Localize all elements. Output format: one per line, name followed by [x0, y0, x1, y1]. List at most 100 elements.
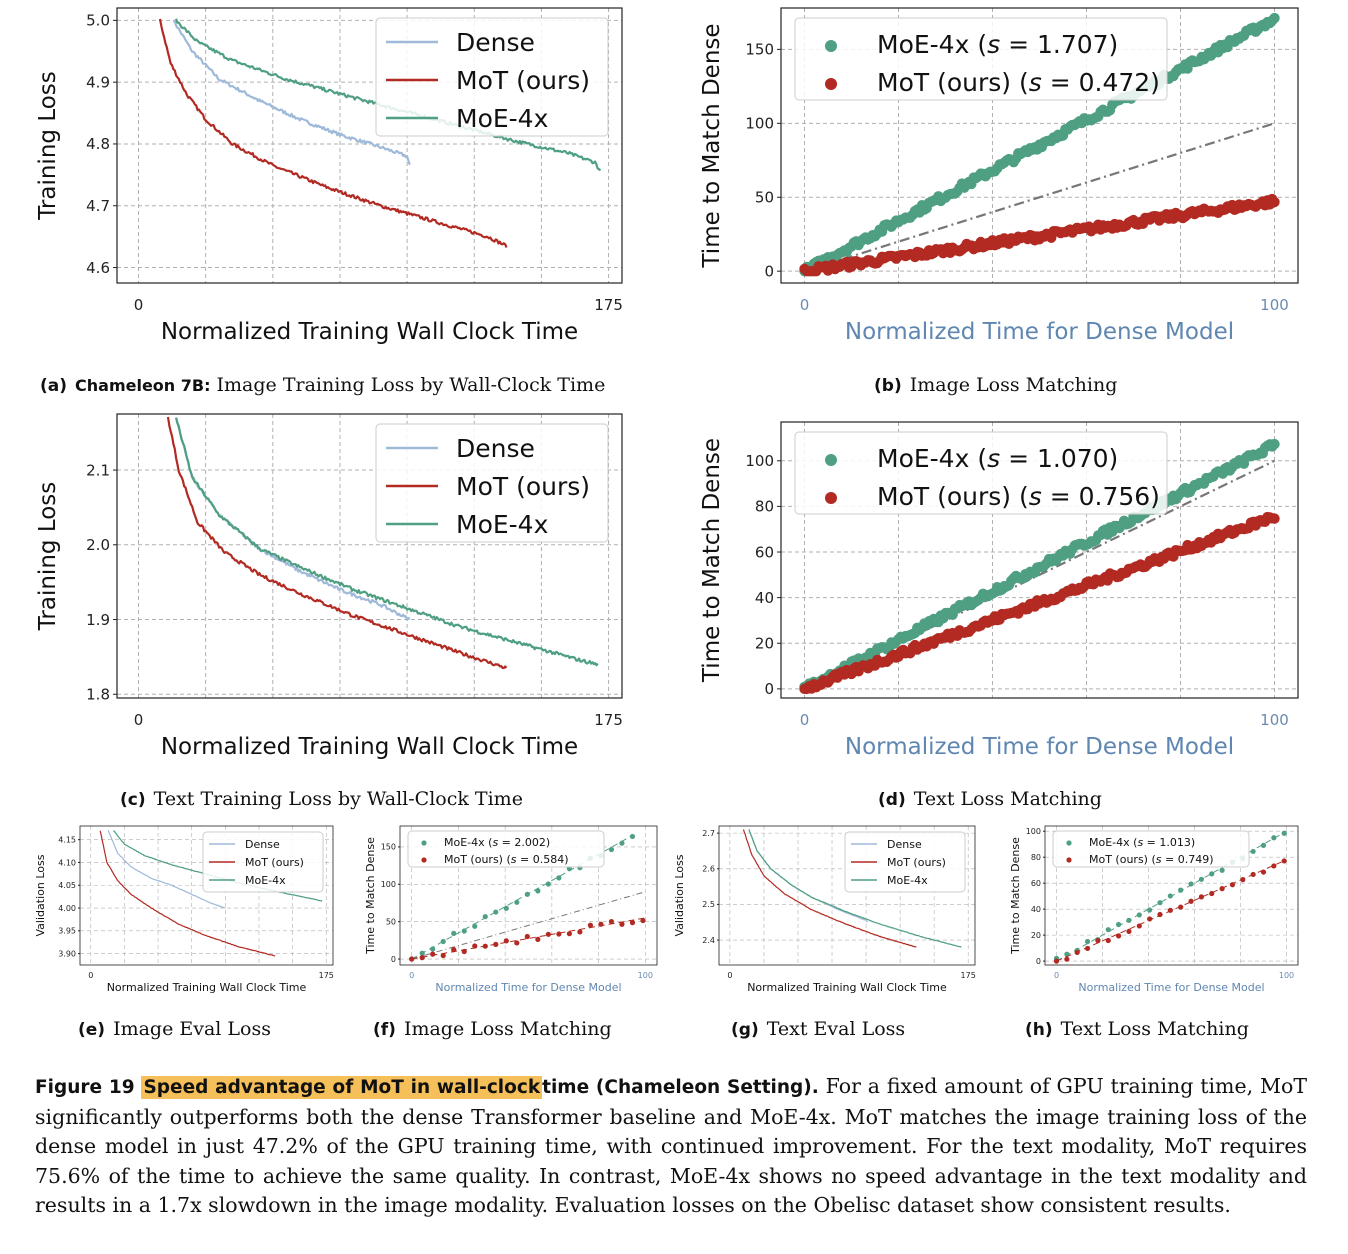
y-tick-label: 5.0 [86, 12, 110, 30]
point-mot-ours- [872, 654, 883, 666]
point-mot-ours- [839, 669, 850, 680]
point-mot-ours- [926, 636, 937, 647]
fit-line-mot-ours- [1056, 859, 1287, 962]
point-mot-ours- [430, 951, 436, 957]
series-line-moe-4x [175, 417, 599, 667]
point-mot-ours- [1151, 211, 1163, 222]
point-mot-ours- [1182, 209, 1193, 220]
point-moe-4x [881, 643, 892, 655]
point-mot-ours- [1074, 949, 1080, 956]
point-mot-ours- [461, 948, 467, 955]
point-moe-4x [980, 171, 991, 182]
point-mot-ours- [928, 638, 939, 649]
x-tick-label: 0 [1054, 971, 1059, 980]
point-moe-4x [1031, 144, 1043, 155]
point-mot-ours- [836, 666, 848, 678]
point-mot-ours- [860, 257, 871, 268]
point-mot-ours- [1245, 199, 1257, 211]
point-mot-ours- [954, 246, 965, 257]
point-mot-ours- [1064, 224, 1076, 235]
y-axis-label: Training Loss [35, 71, 61, 221]
point-moe-4x [858, 233, 869, 245]
point-moe-4x [1149, 75, 1160, 87]
point-moe-4x [874, 642, 885, 654]
series-line-mot-ours- [99, 830, 276, 957]
point-moe-4x [827, 672, 838, 683]
point-moe-4x [1095, 106, 1106, 117]
point-moe-4x [1188, 881, 1194, 887]
y-tick-label: 2.6 [702, 865, 715, 874]
point-mot-ours- [1184, 544, 1196, 555]
point-mot-ours- [832, 261, 843, 272]
point-moe-4x [872, 228, 883, 239]
point-mot-ours- [440, 952, 446, 959]
point-moe-4x [1081, 539, 1092, 550]
legend-box [375, 423, 609, 543]
point-moe-4x [923, 197, 935, 209]
point-mot-ours- [996, 608, 1008, 620]
point-moe-4x [799, 265, 810, 277]
point-mot-ours- [1262, 511, 1273, 523]
point-mot-ours- [1048, 595, 1059, 606]
point-mot-ours- [994, 614, 1005, 625]
point-mot-ours- [629, 920, 636, 926]
point-moe-4x [1136, 912, 1142, 918]
point-mot-ours- [535, 936, 541, 942]
point-mot-ours- [1006, 233, 1017, 244]
point-mot-ours- [1219, 528, 1231, 539]
point-moe-4x [827, 251, 838, 262]
series-line-moe-4x [748, 829, 962, 948]
point-mot-ours- [1222, 201, 1233, 212]
point-mot-ours- [1149, 210, 1160, 222]
point-moe-4x [942, 189, 954, 201]
plot-frame [79, 825, 334, 966]
y-tick-label: 50 [755, 188, 774, 206]
point-moe-4x [1156, 495, 1167, 507]
point-mot-ours- [1116, 567, 1127, 579]
point-mot-ours- [869, 258, 881, 269]
y-tick-label: 2.7 [702, 829, 715, 838]
x-tick-label: 100 [1260, 296, 1289, 314]
point-mot-ours- [994, 234, 1005, 246]
point-mot-ours- [992, 614, 1003, 626]
point-mot-ours- [1250, 520, 1261, 531]
point-mot-ours- [1013, 231, 1024, 242]
point-moe-4x [1020, 145, 1031, 156]
point-mot-ours- [846, 261, 857, 272]
point-moe-4x [1231, 458, 1243, 470]
x-axis-label: Normalized Time for Dense Model [1078, 981, 1264, 994]
point-moe-4x [862, 234, 874, 245]
point-mot-ours- [815, 679, 827, 690]
point-mot-ours- [916, 250, 928, 261]
point-moe-4x [577, 865, 583, 871]
point-mot-ours- [1043, 596, 1055, 607]
point-moe-4x [598, 853, 604, 859]
point-moe-4x [883, 220, 895, 231]
point-moe-4x [1048, 132, 1059, 143]
point-mot-ours- [1062, 225, 1073, 237]
point-moe-4x [1074, 538, 1085, 550]
point-mot-ours- [1191, 207, 1203, 218]
point-moe-4x [1255, 447, 1266, 458]
point-mot-ours- [933, 633, 944, 644]
point-mot-ours- [1100, 571, 1111, 583]
point-mot-ours- [977, 617, 989, 628]
point-mot-ours- [1243, 198, 1254, 210]
point-moe-4x [1137, 83, 1149, 95]
point-moe-4x [949, 603, 961, 614]
point-mot-ours- [1147, 211, 1158, 222]
point-moe-4x [947, 609, 958, 620]
y-tick-label: 4.9 [86, 73, 110, 91]
point-moe-4x [1147, 80, 1158, 91]
point-moe-4x [945, 188, 956, 200]
point-mot-ours- [1031, 231, 1043, 242]
point-moe-4x [822, 252, 834, 263]
point-moe-4x [556, 875, 562, 881]
point-mot-ours- [640, 917, 646, 924]
point-mot-ours- [912, 246, 923, 258]
point-moe-4x [1243, 25, 1254, 36]
point-mot-ours- [999, 233, 1010, 244]
point-moe-4x [829, 669, 841, 681]
point-mot-ours- [811, 681, 822, 693]
point-mot-ours- [1121, 220, 1132, 231]
